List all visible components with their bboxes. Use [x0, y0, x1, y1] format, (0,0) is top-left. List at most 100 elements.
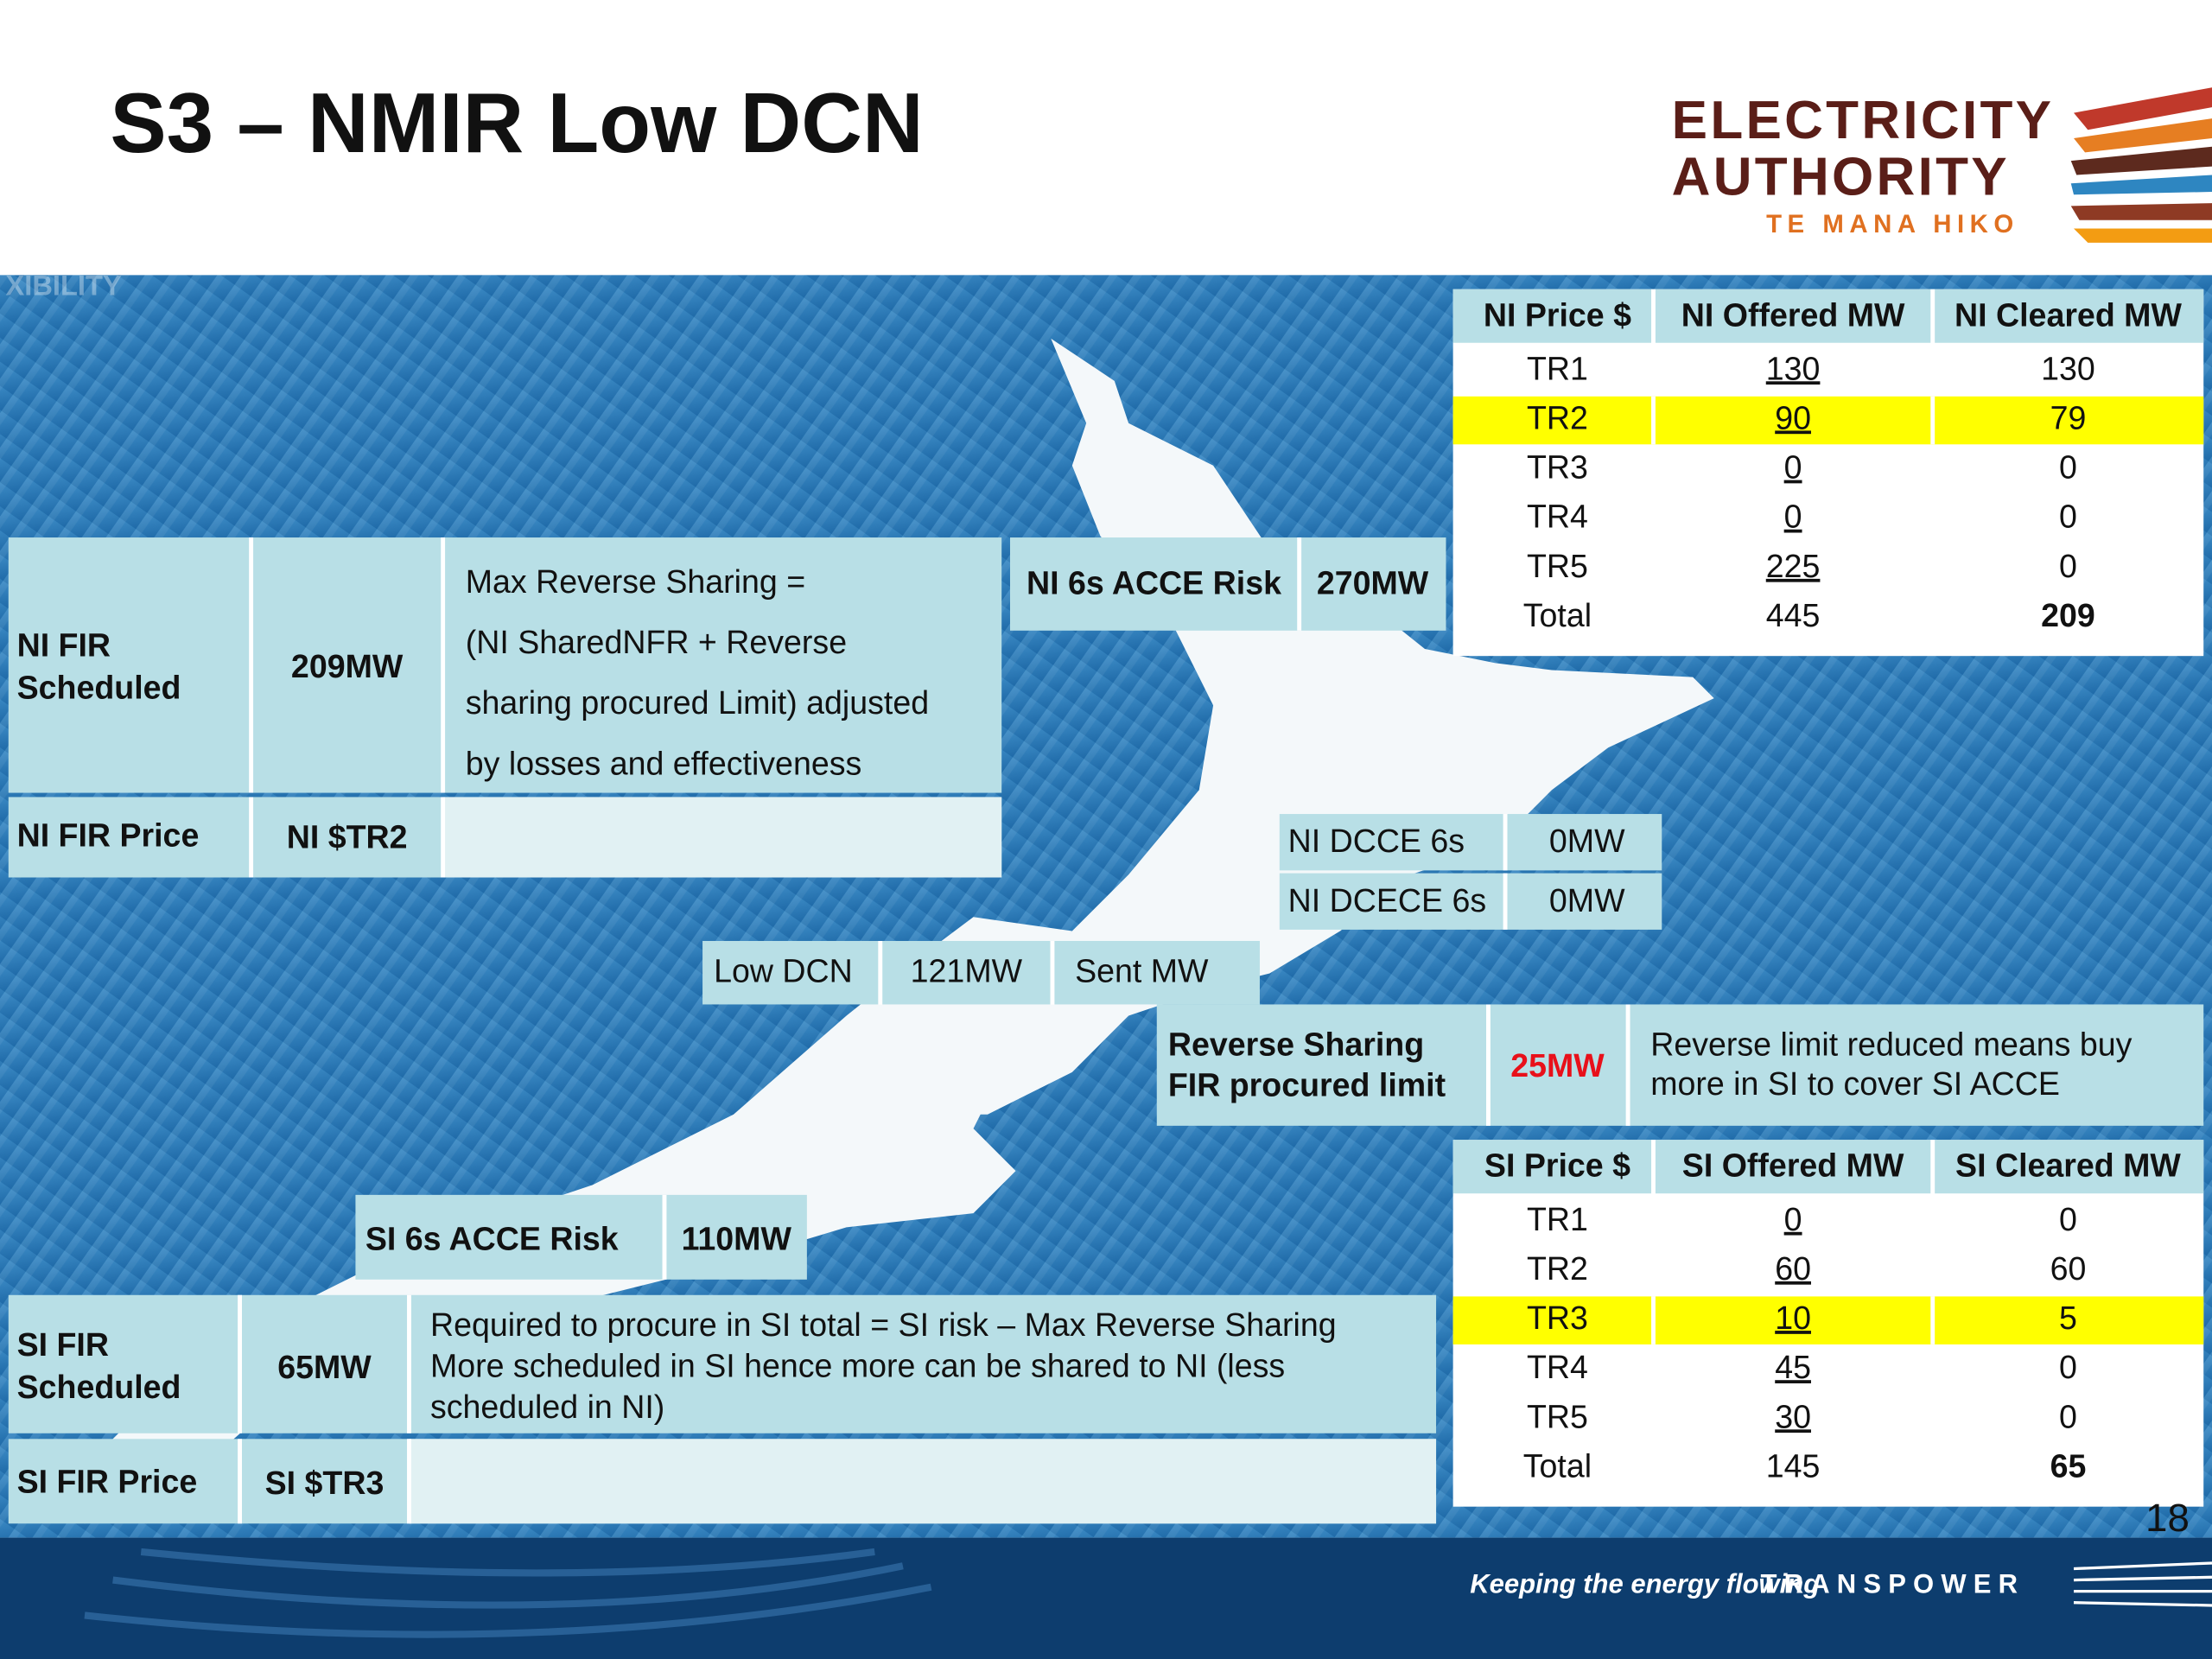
table-cell: 445 [1766, 597, 1821, 633]
table-cell: 0 [2059, 1349, 2077, 1385]
table-cell: 30 [1775, 1398, 1811, 1434]
table-header-cell: SI Cleared MW [1955, 1147, 2181, 1184]
fir-box [8, 537, 1002, 793]
price-value: NI $TR2 [287, 818, 408, 855]
table-header-cell: NI Cleared MW [1955, 296, 2182, 333]
footer-swoosh [84, 1548, 932, 1638]
low-dcn-box [702, 940, 1260, 1005]
acce-label: NI 6s ACCE Risk [1027, 564, 1281, 601]
acce-box [1009, 537, 1446, 631]
dcce-value: 0MW [1549, 823, 1625, 859]
reverse-note: more in SI to cover SI ACCE [1650, 1065, 2060, 1102]
footer-bar [0, 1537, 2212, 1659]
highlight-row [1452, 396, 2204, 445]
logo-subline: TE MANA HIKO [1766, 210, 2019, 238]
table-cell: TR3 [1527, 1300, 1588, 1336]
acce-value: 270MW [1317, 564, 1429, 601]
price-label: NI FIR Price [17, 817, 200, 854]
low-dcn-cell: Sent MW [1075, 952, 1209, 988]
fir-note: Required to procure in SI total = SI ris… [430, 1306, 1337, 1343]
fir-note: by losses and effectiveness [466, 745, 861, 781]
fir-label: Scheduled [17, 669, 181, 705]
table-cell: 45 [1775, 1349, 1811, 1385]
fir-box [8, 1294, 1437, 1433]
fir-value: 65MW [277, 1349, 372, 1385]
table-header-cell: SI Price $ [1484, 1147, 1630, 1184]
dcce-label: NI DCECE 6s [1288, 882, 1487, 918]
table-cell: 0 [2059, 1398, 2077, 1434]
acce-label: SI 6s ACCE Risk [365, 1221, 619, 1257]
highlight-row [1452, 1296, 2204, 1344]
dcce-box [1279, 814, 1662, 871]
table-cell: 10 [1775, 1300, 1811, 1336]
reverse-label: FIR procured limit [1168, 1067, 1446, 1103]
acce-box [355, 1194, 807, 1280]
acce-value: 110MW [682, 1221, 792, 1257]
transpower-mark [2073, 1561, 2212, 1607]
fir-note: More scheduled in SI hence more can be s… [430, 1348, 1285, 1384]
table-cell: Total [1523, 1448, 1592, 1484]
footer-tagline: Keeping the energy flowing [1470, 1568, 1820, 1599]
fir-note: scheduled in NI) [430, 1389, 664, 1425]
fir-note: Max Reverse Sharing = [466, 563, 805, 600]
table-cell: 65 [2050, 1448, 2087, 1484]
table-cell: TR5 [1527, 548, 1588, 584]
table-cell: TR1 [1527, 1201, 1588, 1237]
price-blank [409, 1439, 1437, 1524]
reverse-note: Reverse limit reduced means buy [1650, 1026, 2132, 1062]
table-cell: TR1 [1527, 350, 1588, 386]
table-cell: TR5 [1527, 1398, 1588, 1434]
reverse-label: Reverse Sharing [1168, 1026, 1424, 1062]
fir-note: sharing procured Limit) adjusted [466, 684, 929, 721]
table-cell: 90 [1775, 399, 1811, 435]
table-cell: 0 [1784, 449, 1802, 486]
table-cell: 225 [1766, 548, 1821, 584]
table-cell: 130 [2041, 350, 2095, 386]
table-cell: 0 [2059, 548, 2077, 584]
table-cell: 209 [2041, 597, 2095, 633]
table-cell: TR2 [1527, 1250, 1588, 1287]
table-cell: TR4 [1527, 1349, 1588, 1385]
table-cell: 145 [1766, 1448, 1821, 1484]
logo-line: ELECTRICITY [1672, 91, 2055, 150]
dcce-label: NI DCCE 6s [1288, 823, 1465, 859]
low-dcn-cell: Low DCN [714, 952, 853, 988]
table-cell: 5 [2059, 1300, 2077, 1336]
reverse-box [1156, 1004, 2204, 1126]
table-cell: TR3 [1527, 449, 1588, 486]
table-cell: 60 [2050, 1250, 2087, 1287]
north-island [874, 338, 1714, 1115]
price-label: SI FIR Price [17, 1463, 198, 1499]
table-cell: Total [1523, 597, 1592, 633]
reverse-value: 25MW [1510, 1047, 1605, 1084]
table-cell: 130 [1766, 350, 1821, 386]
map-label: XIBILITY [6, 270, 122, 302]
logo-line: AUTHORITY [1672, 147, 2010, 207]
table-cell: 0 [1784, 499, 1802, 535]
logo-stripes [2070, 87, 2212, 243]
fir-label: Scheduled [17, 1369, 181, 1405]
table-header-cell: NI Offered MW [1681, 296, 1905, 333]
footer-brand: TRANSPOWER [1761, 1568, 2025, 1599]
table-header-cell: SI Offered MW [1682, 1147, 1904, 1184]
fir-note: (NI SharedNFR + Reverse [466, 624, 847, 660]
price-blank [442, 797, 1002, 878]
table-cell: TR2 [1527, 399, 1588, 435]
dcce-value: 0MW [1549, 882, 1625, 918]
table-cell: 0 [2059, 449, 2077, 486]
low-dcn-cell: 121MW [911, 952, 1023, 988]
table-header [1452, 289, 2204, 343]
dcce-box [1279, 873, 1662, 930]
fir-label: NI FIR [17, 626, 111, 663]
table-cell: 79 [2050, 399, 2087, 435]
table-cell: 0 [2059, 499, 2077, 535]
price-value: SI $TR3 [265, 1465, 385, 1501]
fir-label: SI FIR [17, 1326, 109, 1363]
title: S3 – NMIR Low DCN [110, 75, 923, 170]
table-cell: TR4 [1527, 499, 1588, 535]
table-header [1452, 1140, 2204, 1194]
table-header-cell: NI Price $ [1484, 296, 1631, 333]
table-background [1452, 289, 2204, 657]
